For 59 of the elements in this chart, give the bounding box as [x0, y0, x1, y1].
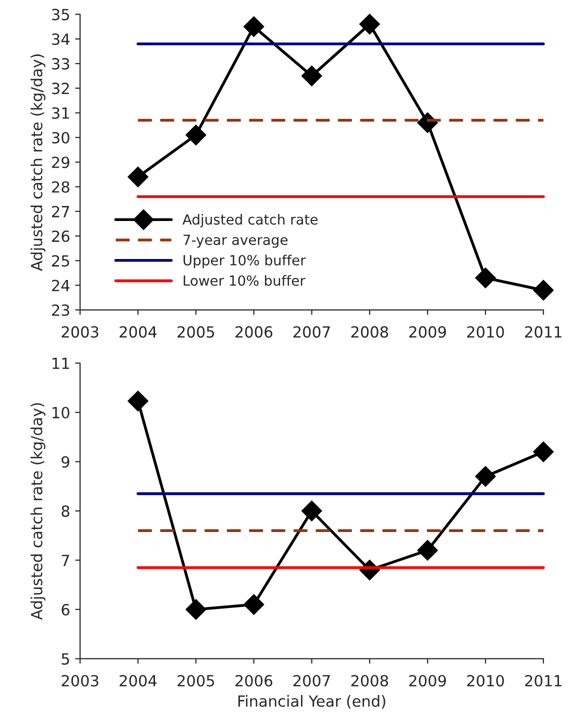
- x-tick-label: 2008: [351, 326, 388, 338]
- y-tick-label: 24: [52, 280, 70, 292]
- x-axis-title: Financial Year (end): [238, 695, 386, 709]
- y-tick-label: 31: [52, 107, 69, 119]
- point: [475, 466, 496, 487]
- point: [128, 390, 148, 412]
- x-tick-label: 2009: [409, 326, 446, 338]
- y-tick-label: 6: [62, 604, 70, 616]
- point: [417, 540, 438, 561]
- x-tick-label: 2004: [120, 326, 157, 338]
- x-tick-label: 2010: [467, 326, 504, 338]
- x-tick-label: 2011: [525, 326, 562, 338]
- y-tick-label: 34: [52, 33, 70, 45]
- x-tick-label: 2005: [178, 674, 214, 687]
- point: [243, 16, 264, 37]
- y-axis-title: Adjusted catch rate (kg/day): [30, 54, 46, 272]
- x-tick-label: 2009: [409, 674, 446, 687]
- y-tick-label: 32: [52, 82, 69, 94]
- x-tick-label: 2003: [62, 674, 98, 687]
- y-tick-label: 7: [62, 554, 70, 566]
- y-tick-label: 23: [52, 304, 70, 316]
- point: [475, 268, 496, 288]
- y-tick-label: 9: [62, 456, 70, 468]
- y-tick-label: 28: [52, 181, 70, 193]
- x-tick-label: 2005: [178, 326, 214, 338]
- x-tick-label: 2006: [236, 326, 272, 338]
- y-tick-label: 35: [52, 8, 70, 20]
- point: [243, 594, 264, 615]
- x-tick-label: 2010: [467, 674, 504, 687]
- y-tick-label: 26: [52, 230, 70, 242]
- y-tick-label: 30: [52, 132, 70, 144]
- y-tick-label: 5: [62, 653, 70, 665]
- x-tick-label: 2011: [525, 674, 562, 687]
- legend-label: Adjusted catch rate: [182, 214, 318, 228]
- point: [301, 500, 322, 522]
- x-tick-label: 2007: [293, 326, 330, 338]
- x-tick-label: 2007: [293, 674, 330, 687]
- y-tick-label: 33: [52, 58, 70, 70]
- point: [186, 599, 206, 620]
- point: [359, 14, 380, 35]
- legend-label: Lower 10% buffer: [184, 275, 306, 286]
- point: [128, 166, 148, 188]
- y-axis-title: Adjusted catch rate (kg/day): [30, 403, 46, 620]
- x-tick-label: 2008: [351, 674, 388, 687]
- legend-label: Upper 10% buffer: [184, 254, 306, 268]
- point: [533, 441, 554, 462]
- point: [186, 124, 206, 146]
- x-tick-label: 2003: [62, 326, 98, 338]
- y-tick-label: 29: [52, 156, 70, 168]
- y-tick-label: 25: [52, 255, 70, 267]
- point: [533, 280, 554, 301]
- y-tick-label: 27: [52, 206, 70, 218]
- point: [301, 66, 322, 86]
- y-tick-label: 8: [62, 505, 70, 517]
- y-tick-label: 11: [52, 358, 69, 369]
- x-tick-label: 2006: [236, 674, 272, 687]
- x-tick-label: 2004: [120, 674, 157, 687]
- y-tick-label: 10: [52, 406, 70, 418]
- legend-label: 7-year average: [184, 234, 288, 248]
